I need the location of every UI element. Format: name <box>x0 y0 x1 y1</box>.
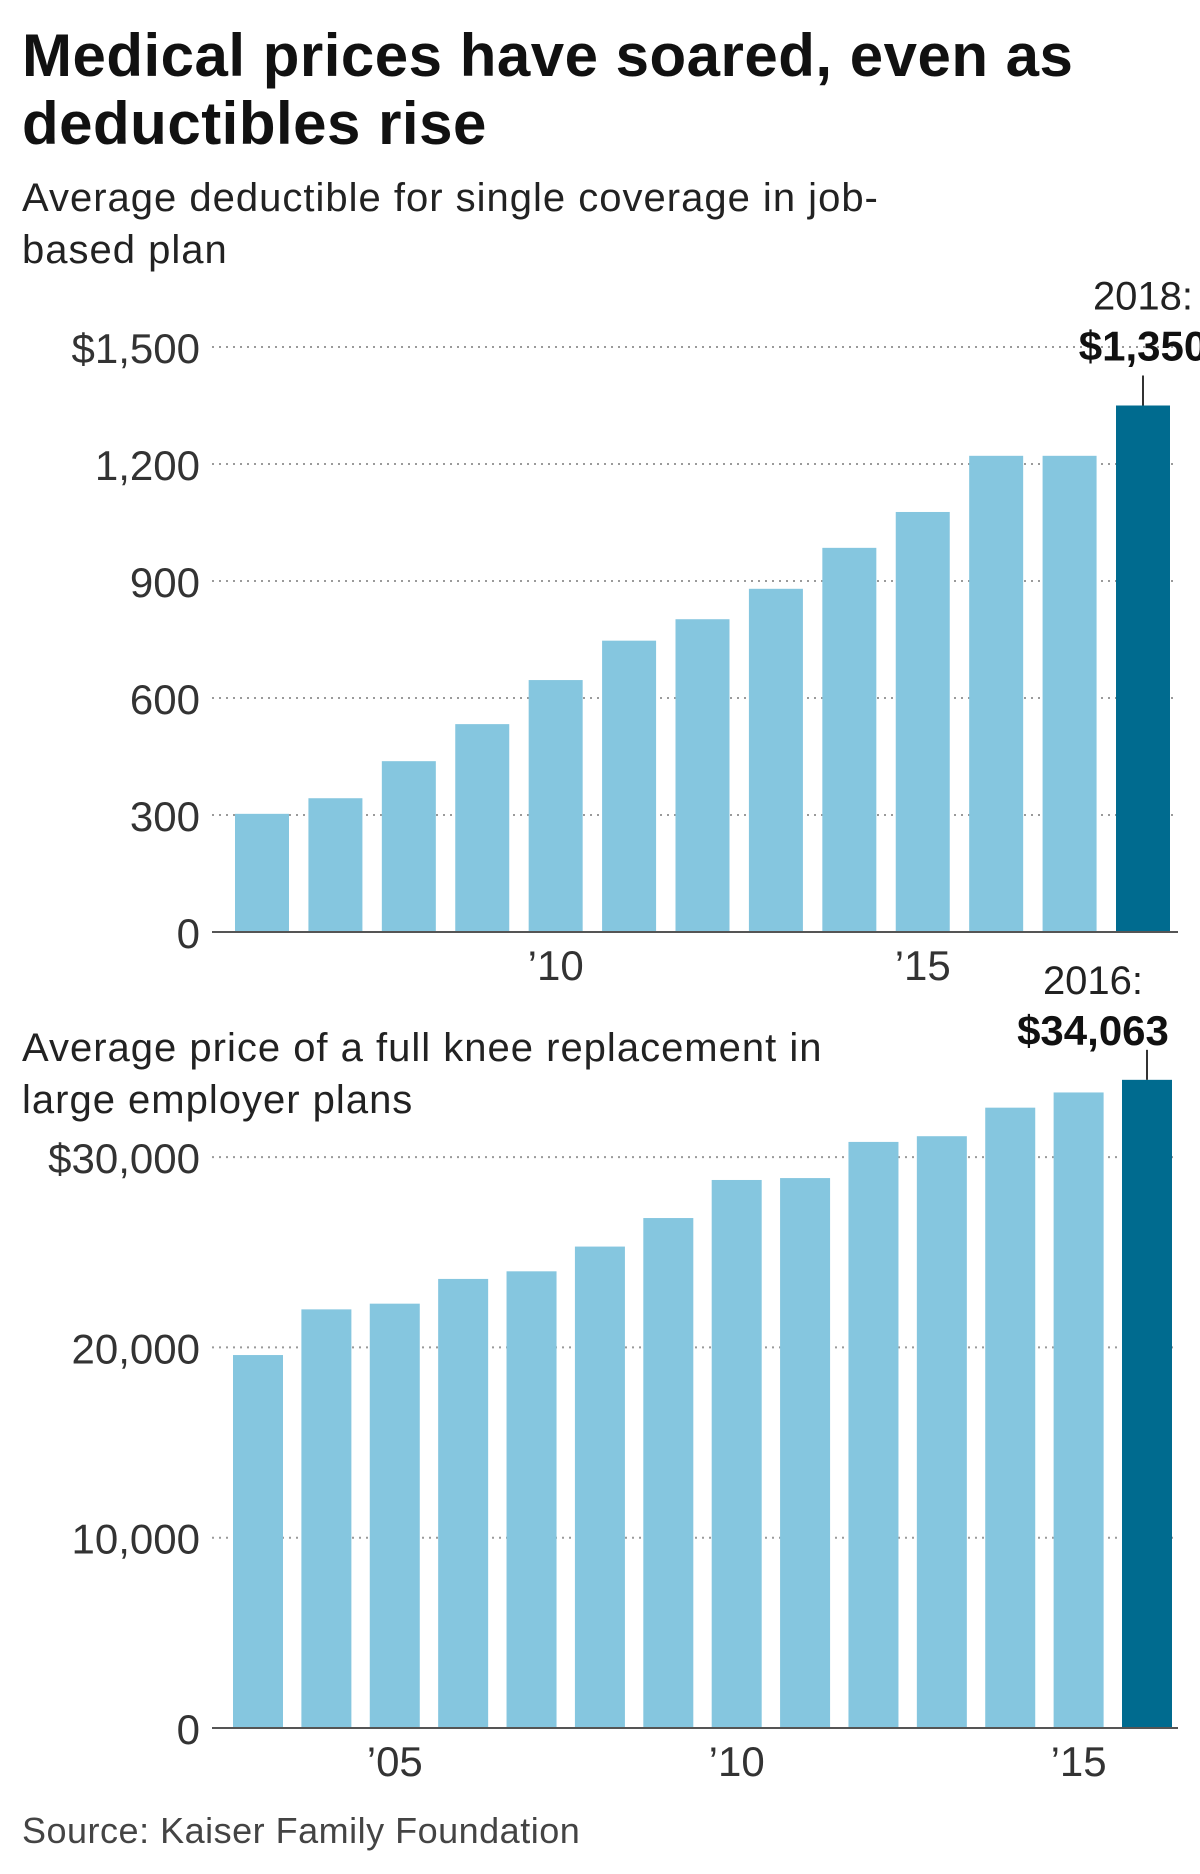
chart0-bar <box>1042 455 1097 932</box>
chart-title: Medical prices have soared, even as dedu… <box>22 22 1074 157</box>
chart0-bar <box>235 813 289 932</box>
chart1-bar <box>916 1136 967 1728</box>
chart0-xtick-label: ’15 <box>895 942 951 989</box>
chart0-ytick-label: 600 <box>130 676 200 723</box>
chart0-annotation-value: $1,350 <box>1079 323 1200 370</box>
knee-replacement-bar-chart: 0 10,000 20,000 $30,000 ’05 ’10 ’15 2016:$34,06… <box>48 959 1178 1785</box>
chart1-bar <box>233 1355 283 1728</box>
chart1-annotation-year: 2016: <box>1043 959 1143 1003</box>
chart1-xtick-label: ’05 <box>367 1738 423 1785</box>
chart1-bar <box>301 1309 352 1728</box>
chart0-ytick-label: $1,500 <box>72 325 200 372</box>
chart1-bar <box>780 1178 831 1728</box>
chart0-bar <box>895 511 950 932</box>
chart1-xtick-label: ’15 <box>1051 1738 1107 1785</box>
chart0-bar <box>381 761 436 932</box>
chart1-bar <box>438 1278 489 1728</box>
chart1-bar <box>643 1218 694 1728</box>
chart0-ytick-label: 1,200 <box>95 442 200 489</box>
chart1-bar <box>574 1246 625 1728</box>
chart1-ytick-label: $30,000 <box>48 1135 200 1182</box>
deductible-bar-chart: 0 300 600 900 1,200 $1,500 ’10 ’15 2018:$1,350 <box>72 275 1200 990</box>
chart1-xtick-label: ’10 <box>709 1738 765 1785</box>
chart0-bar <box>455 724 510 932</box>
chart0-bar <box>602 640 657 932</box>
chart1-bar <box>711 1179 762 1728</box>
chart0-ytick-label: 300 <box>130 793 200 840</box>
chart0-bar <box>675 619 730 932</box>
chart1-bar <box>369 1303 420 1728</box>
chart1-ytick-label: 0 <box>177 1706 200 1753</box>
chart0-bar <box>969 455 1024 932</box>
chart0-bar <box>748 588 803 932</box>
chart1-bar <box>848 1141 899 1728</box>
chart0-bar <box>822 547 877 932</box>
chart1-bar <box>506 1271 557 1728</box>
source-note: Source: Kaiser Family Foundation <box>22 1810 581 1851</box>
chart1-ytick-label: 20,000 <box>72 1325 200 1372</box>
chart1-ytick-label: 10,000 <box>72 1516 200 1563</box>
chart0-ytick-label: 0 <box>177 910 200 957</box>
chart0-bar <box>308 798 363 932</box>
chart2-subtitle: Average price of a full knee replacement… <box>22 1026 823 1122</box>
chart0-xtick-label: ’10 <box>528 942 584 989</box>
chart1-subtitle: Average deductible for single coverage i… <box>22 176 879 272</box>
chart1-bar <box>1122 1079 1172 1728</box>
chart1-bar <box>1053 1092 1104 1728</box>
chart1-annotation-value: $34,063 <box>1017 1007 1169 1054</box>
chart0-annotation-year: 2018: <box>1093 275 1193 319</box>
chart0-bar <box>528 680 583 932</box>
chart0-bar <box>1116 405 1170 932</box>
chart1-bar <box>985 1107 1036 1728</box>
chart0-ytick-label: 900 <box>130 559 200 606</box>
